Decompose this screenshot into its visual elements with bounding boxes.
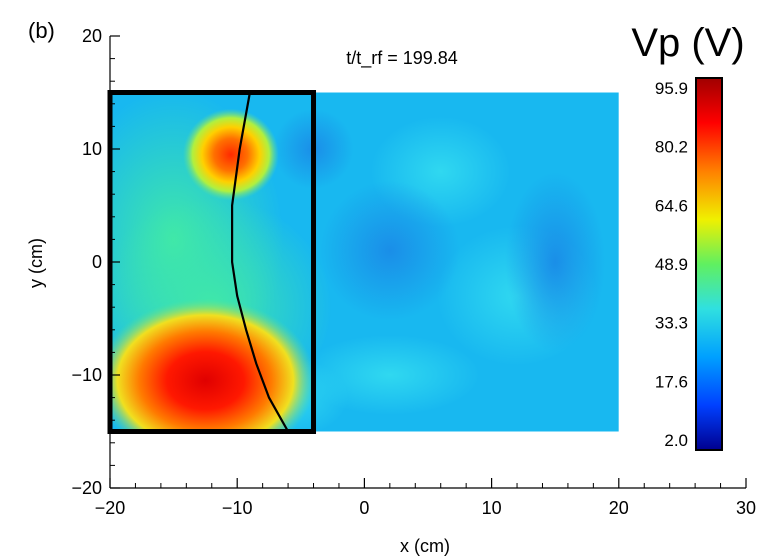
- colorbar-tick-label: 80.2: [655, 138, 688, 157]
- x-tick-label: 30: [736, 498, 756, 518]
- colorbar: [695, 77, 723, 451]
- hot-spot: [182, 108, 279, 201]
- colorbar-tick-label: 48.9: [655, 255, 688, 274]
- y-tick-label: 20: [82, 26, 102, 46]
- colorbar-tick-label: 2.0: [664, 431, 688, 450]
- x-tick-label: −10: [222, 498, 253, 518]
- colorbar-tick-label: 95.9: [655, 79, 688, 98]
- heatmap-patch: [505, 172, 606, 352]
- x-tick-label: 20: [609, 498, 629, 518]
- y-tick-label: −20: [71, 478, 102, 498]
- colorbar-tick-label: 17.6: [655, 372, 688, 391]
- plot-title: t/t_rf = 199.84: [346, 48, 458, 69]
- heatmap-field: [110, 92, 619, 432]
- x-tick-label: 0: [359, 498, 369, 518]
- boundary-curve: [231, 92, 290, 433]
- hot-spot: [110, 298, 316, 432]
- colorbar-tick-label: 64.6: [655, 196, 688, 215]
- x-tick-label: −20: [95, 498, 126, 518]
- x-axis-title: x (cm): [400, 536, 450, 556]
- panel-label: (b): [28, 18, 55, 43]
- colorbar-title: Vp (V): [631, 21, 744, 65]
- colorbar-tick-label: 33.3: [655, 314, 688, 333]
- y-axis-title: y (cm): [26, 238, 46, 288]
- x-tick-label: 10: [482, 498, 502, 518]
- y-tick-label: 0: [92, 252, 102, 272]
- heatmap-patch: [319, 180, 460, 321]
- y-tick-label: 10: [82, 139, 102, 159]
- y-tick-label: −10: [71, 365, 102, 385]
